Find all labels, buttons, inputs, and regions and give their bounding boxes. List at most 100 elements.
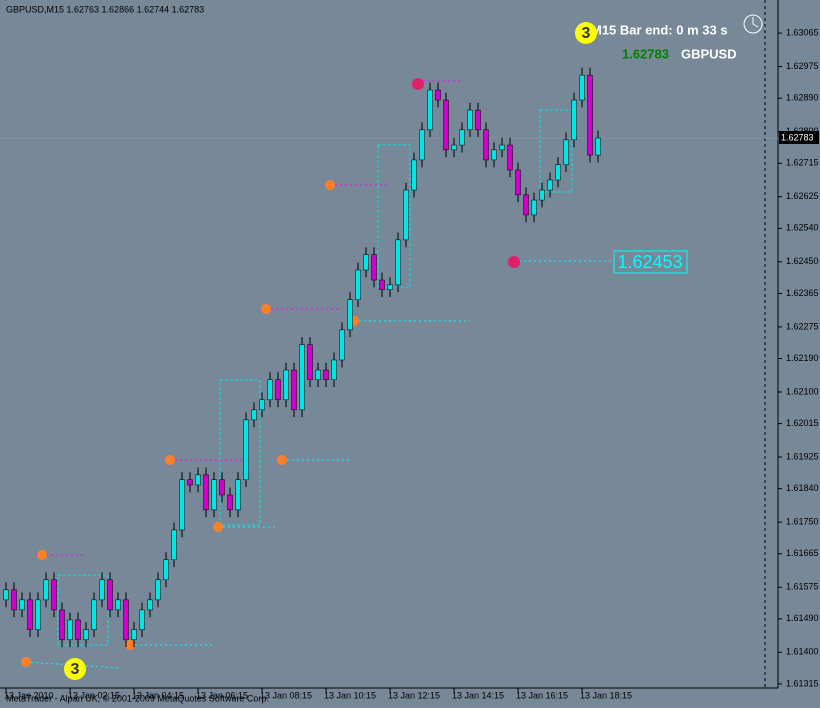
- candle-body: [75, 619, 81, 640]
- candle-body: [243, 419, 249, 480]
- range-box: [219, 379, 261, 526]
- y-tick-label: 1.62190: [786, 353, 819, 363]
- candle-body: [339, 329, 345, 361]
- candle-body: [35, 599, 41, 630]
- x-tick-label: 13 Jan 06:15: [196, 690, 248, 700]
- bar-timer: M15 Bar end: 0 m 33 s: [591, 22, 728, 37]
- y-tick-label: 1.61315: [786, 678, 819, 688]
- y-tick-label: 1.62890: [786, 93, 819, 103]
- candle-body: [163, 559, 169, 581]
- candle-body: [419, 129, 425, 161]
- candle-body: [251, 409, 257, 421]
- pivot-dot: [165, 455, 175, 465]
- candle-body: [195, 474, 201, 486]
- pivot-dot: [37, 550, 47, 560]
- y-tick-label: 1.62715: [786, 158, 819, 168]
- candle-body: [547, 179, 553, 191]
- candle-body: [147, 599, 153, 611]
- y-tick-label: 1.62015: [786, 418, 819, 428]
- y-tick-label: 1.62540: [786, 223, 819, 233]
- candle-body: [203, 474, 209, 511]
- price-tag-label: 1.62783: [781, 132, 814, 142]
- candle-body: [379, 279, 385, 290]
- candle-body: [499, 144, 505, 151]
- candle-body: [355, 269, 361, 300]
- candle-body: [187, 479, 193, 486]
- pivot-dot: [21, 657, 31, 667]
- pivot-dot: [213, 522, 223, 532]
- candle-body: [475, 109, 481, 131]
- candle-body: [275, 379, 281, 401]
- x-tick-label: 13 Jan 2010: [4, 690, 54, 700]
- candle-body: [315, 369, 321, 380]
- clock-icon: [743, 14, 763, 34]
- wave-marker-label: 3: [582, 25, 591, 42]
- candle-body: [283, 369, 289, 401]
- candle-body: [139, 609, 145, 630]
- y-tick-label: 1.62100: [786, 386, 819, 396]
- x-tick-label: 13 Jan 16:15: [516, 690, 568, 700]
- y-tick-label: 1.62975: [786, 61, 819, 71]
- candle-body: [131, 629, 137, 640]
- y-tick-label: 1.62625: [786, 191, 819, 201]
- x-tick-label: 13 Jan 04:15: [132, 690, 184, 700]
- candle-body: [3, 589, 9, 601]
- candle-body: [291, 369, 297, 411]
- candle-body: [107, 579, 113, 611]
- level-label: 1.62453: [617, 252, 682, 272]
- candle-body: [67, 619, 73, 640]
- candle-body: [523, 194, 529, 216]
- range-box: [377, 144, 411, 288]
- y-tick-label: 1.61400: [786, 647, 819, 657]
- pivot-dot: [125, 640, 135, 650]
- pivot-dot: [508, 256, 520, 268]
- candle-body: [51, 579, 57, 611]
- candle-body: [483, 129, 489, 161]
- candle-body: [363, 254, 369, 271]
- wave-marker-label: 3: [71, 661, 80, 678]
- candle-body: [411, 159, 417, 191]
- wave-marker: [64, 658, 86, 680]
- candle-body: [155, 579, 161, 601]
- candle-body: [27, 599, 33, 630]
- candle-body: [267, 379, 273, 401]
- footer: MetaTrader - Alpari UK, © 2001-2009 Meta…: [6, 693, 269, 703]
- candle-body: [99, 579, 105, 601]
- candle-body: [595, 137, 601, 156]
- candle-body: [555, 164, 561, 181]
- wave-marker: [575, 22, 597, 44]
- candle-body: [539, 189, 545, 201]
- candle-body: [563, 139, 569, 165]
- y-tick-label: 1.63065: [786, 27, 819, 37]
- candle-body: [491, 149, 497, 161]
- candle-body: [427, 89, 433, 131]
- candle-body: [211, 479, 217, 511]
- candle-body: [235, 479, 241, 511]
- candle-body: [115, 599, 121, 611]
- candle-body: [571, 99, 577, 141]
- candle-body: [371, 254, 377, 281]
- candle-body: [531, 199, 537, 216]
- candle-body: [299, 344, 305, 411]
- symbol: GBPUSD: [681, 46, 737, 61]
- candle-body: [331, 359, 337, 380]
- y-tick-label: 1.62800: [786, 126, 819, 136]
- candle-body: [451, 144, 457, 151]
- candle-body: [59, 609, 65, 640]
- candle-body: [467, 109, 473, 131]
- x-tick-label: 13 Jan 14:15: [452, 690, 504, 700]
- x-tick-label: 13 Jan 12:15: [388, 690, 440, 700]
- pivot-dot: [261, 304, 271, 314]
- x-tick-label: 13 Jan 10:15: [324, 690, 376, 700]
- candle-body: [403, 189, 409, 241]
- candle-body: [259, 399, 265, 411]
- candle-body: [435, 89, 441, 101]
- level: [25, 661, 121, 669]
- pivot-dot: [412, 78, 424, 90]
- candle-body: [227, 494, 233, 511]
- candle-body: [219, 479, 225, 496]
- y-tick-label: 1.62365: [786, 288, 819, 298]
- candle-body: [459, 129, 465, 146]
